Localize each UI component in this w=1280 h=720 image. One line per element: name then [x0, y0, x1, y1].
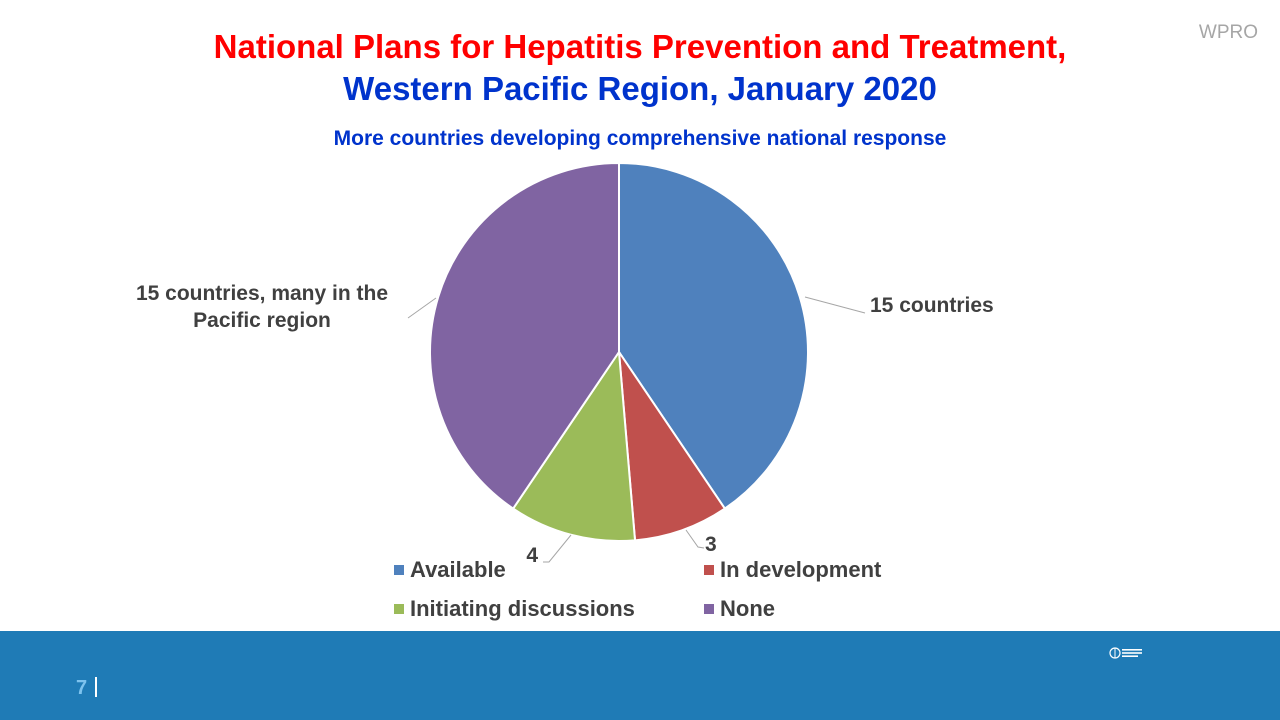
data-label-available: 15 countries — [870, 294, 994, 317]
legend-item-initiating-discussions: Initiating discussions — [394, 596, 635, 622]
watermark-label: WPRO — [1198, 22, 1258, 43]
pie-slice-available — [618, 161, 809, 510]
page-number: 7 — [76, 677, 88, 699]
slide-title: National Plans for Hepatitis Prevention … — [0, 26, 1280, 110]
legend-swatch-available — [394, 565, 404, 575]
legend-label-initiating-discussions: Initiating discussions — [410, 596, 635, 621]
data-label-in-development: 3 — [705, 533, 717, 556]
legend-item-in-development: In development — [704, 557, 881, 583]
leader-line-available — [804, 296, 866, 314]
who-logo-icon — [1109, 647, 1142, 659]
legend-item-available: Available — [394, 557, 506, 583]
legend-swatch-in-development — [704, 565, 714, 575]
pie-slice-initiating-discussions — [511, 349, 637, 542]
footer-bar — [0, 631, 1280, 720]
legend-swatch-none — [704, 604, 714, 614]
legend-label-in-development: In development — [720, 557, 882, 582]
pie-slice-none — [429, 161, 620, 510]
leader-line-in-development — [685, 529, 705, 549]
legend-item-none: None — [704, 596, 775, 622]
data-label-none: 15 countries, many in the Pacific region — [136, 282, 388, 332]
data-label-initiating-discussions: 4 — [526, 544, 538, 567]
chart-subtitle: More countries developing comprehensive … — [333, 127, 947, 150]
pie-chart: 15 countries 3 4 15 countries, many in the P… — [136, 161, 994, 567]
title-line-1: National Plans for Hepatitis Prevention … — [213, 28, 1067, 65]
legend-label-none: None — [720, 596, 775, 621]
leader-line-none — [407, 297, 437, 319]
leader-line-initiating-discussions — [543, 534, 572, 563]
legend-label-available: Available — [410, 557, 506, 582]
pie-slice-in-development — [617, 348, 727, 542]
page-number-divider — [95, 677, 97, 697]
title-line-2: Western Pacific Region, January 2020 — [343, 70, 937, 107]
legend-swatch-initiating-discussions — [394, 604, 404, 614]
